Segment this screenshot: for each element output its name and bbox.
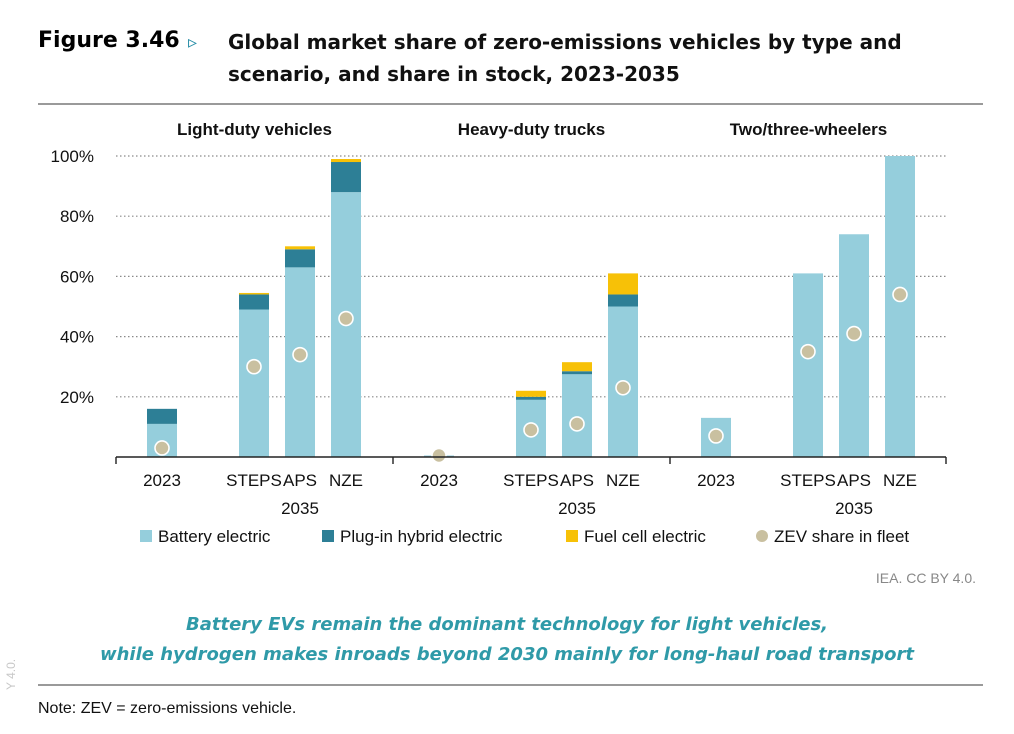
- group-title: Two/three-wheelers: [730, 120, 887, 139]
- legend-marker-battery: [140, 530, 152, 542]
- bar-battery: [562, 374, 592, 457]
- fleet-share-point: [846, 325, 862, 342]
- bar-phev: [562, 371, 592, 375]
- takeaway-line-1: Battery EVs remain the dominant technolo…: [186, 614, 828, 635]
- y-tick-label: 100%: [51, 147, 94, 166]
- group-title: Light-duty vehicles: [177, 120, 332, 139]
- x-tick-label: STEPS: [780, 471, 836, 490]
- fleet-share-point: [523, 422, 539, 438]
- x-tick-label: 2023: [143, 471, 181, 490]
- bar-fuelcell: [239, 292, 269, 295]
- x-tick-label: NZE: [883, 471, 917, 490]
- figure-title: Global market share of zero-emissions ve…: [228, 30, 902, 86]
- x-tick-label: STEPS: [503, 471, 559, 490]
- bar-phev: [331, 162, 361, 193]
- bar-fuelcell: [331, 159, 361, 163]
- bar-phev: [516, 396, 546, 400]
- bar-battery: [839, 234, 869, 457]
- x-tick-label: APS: [837, 471, 871, 490]
- y-tick-label: 40%: [60, 328, 94, 347]
- x-year-label: 2035: [558, 499, 596, 518]
- edge-license-mark: Y 4.0.: [4, 658, 18, 690]
- fleet-share-point: [338, 310, 354, 327]
- bottom-divider: [38, 684, 983, 686]
- takeaway-line-2: while hydrogen makes inroads beyond 2030…: [99, 644, 915, 665]
- bar-phev: [285, 249, 315, 268]
- bar-fuelcell: [285, 246, 315, 250]
- fleet-share-point: [154, 440, 170, 456]
- bar-battery: [239, 309, 269, 457]
- figure-arrow-icon: ▹: [188, 32, 198, 52]
- top-divider: [38, 103, 983, 105]
- bar-fuelcell: [516, 390, 546, 397]
- bar-battery: [885, 156, 915, 457]
- chart: 20% 40% 60% 80% 100% Light-duty vehicles 2023 S…: [51, 120, 947, 546]
- figure-label: Figure 3.46: [38, 28, 180, 53]
- x-tick-label: APS: [560, 471, 594, 490]
- fleet-share-point: [615, 379, 631, 396]
- x-year-label: 2035: [835, 499, 873, 518]
- legend-marker-fuelcell: [566, 530, 578, 542]
- legend-label: Battery electric: [158, 527, 271, 546]
- fleet-share-point: [892, 286, 908, 303]
- note-text: Note: ZEV = zero-emissions vehicle.: [38, 700, 297, 717]
- bar-fuelcell: [608, 273, 638, 295]
- bar-phev: [608, 294, 638, 307]
- bar-fuelcell: [562, 362, 592, 372]
- fleet-share-point: [569, 416, 585, 432]
- x-tick-label: NZE: [329, 471, 363, 490]
- y-tick-label: 60%: [60, 267, 94, 286]
- x-tick-label: APS: [283, 471, 317, 490]
- fleet-share-point: [292, 346, 308, 363]
- legend-marker-phev: [322, 530, 334, 542]
- legend-marker-fleet: [756, 530, 768, 542]
- fleet-share-point: [431, 447, 447, 464]
- fleet-share-point: [800, 343, 816, 360]
- legend-label: Fuel cell electric: [584, 527, 706, 546]
- x-tick-label: NZE: [606, 471, 640, 490]
- group-title: Heavy-duty trucks: [458, 120, 605, 139]
- fleet-share-point: [708, 428, 724, 444]
- bar-phev: [239, 294, 269, 310]
- legend-label: ZEV share in fleet: [774, 527, 909, 546]
- credit-text: IEA. CC BY 4.0.: [875, 570, 976, 586]
- legend-label: Plug-in hybrid electric: [340, 527, 503, 546]
- x-tick-label: 2023: [697, 471, 735, 490]
- x-tick-label: 2023: [420, 471, 458, 490]
- x-year-label: 2035: [281, 499, 319, 518]
- y-tick-label: 20%: [60, 388, 94, 407]
- bar-phev: [147, 408, 177, 424]
- takeaway-text: Battery EVs remain the dominant technolo…: [0, 610, 1014, 670]
- fleet-share-point: [246, 358, 262, 375]
- y-tick-label: 80%: [60, 207, 94, 226]
- bar-battery: [793, 273, 823, 457]
- x-tick-label: STEPS: [226, 471, 282, 490]
